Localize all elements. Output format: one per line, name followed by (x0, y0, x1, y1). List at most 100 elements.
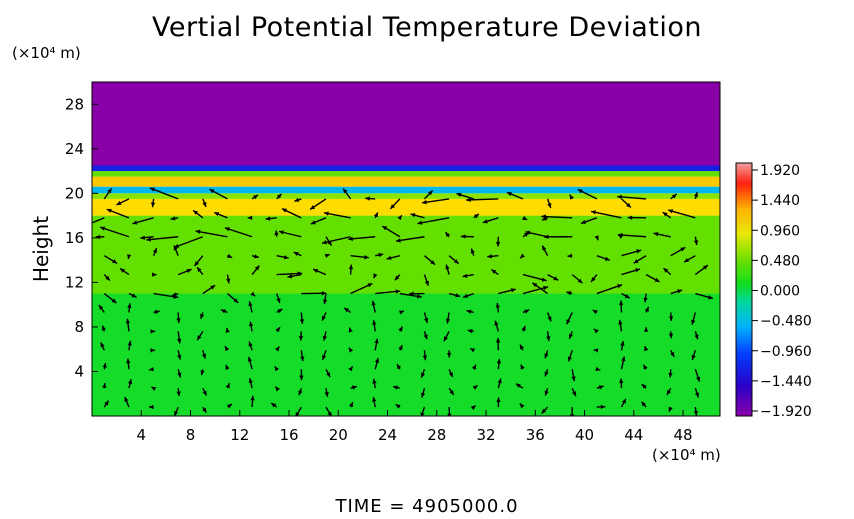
heatmap-band-7 (92, 165, 720, 172)
x-tick-label: 28 (427, 426, 446, 444)
wind-vector-head (322, 299, 328, 305)
wind-vector-head (462, 273, 468, 278)
wind-vector-head (154, 309, 160, 315)
wind-vector-head (600, 404, 606, 410)
wind-vector-head (495, 302, 500, 308)
wind-vector-head (567, 253, 573, 258)
wind-vector-head (233, 298, 239, 303)
wind-vector-head (636, 249, 642, 254)
heatmap-band-3 (92, 193, 720, 199)
wind-vector-head (641, 401, 647, 407)
wind-vector-head (102, 383, 107, 388)
wind-vector-head (617, 232, 623, 238)
wind-vector-head (463, 293, 469, 298)
wind-vector-head (275, 327, 281, 333)
wind-vector-head (176, 318, 181, 324)
wind-vector-head (693, 192, 699, 198)
heatmap-band-6 (92, 171, 720, 177)
heatmap-band-0 (92, 293, 720, 416)
wind-vector-head (202, 407, 207, 413)
wind-vector-head (644, 306, 649, 312)
wind-vector-head (220, 309, 226, 314)
wind-vector-head (287, 274, 293, 279)
wind-vector-head (395, 404, 401, 409)
wind-vector-head (265, 216, 271, 221)
wind-vector-head (466, 197, 471, 203)
wind-vector-head (116, 200, 122, 205)
wind-vector-head (617, 284, 623, 289)
wind-vector-head (496, 397, 501, 403)
wind-vector-head (474, 213, 479, 219)
wind-vector-head (152, 248, 157, 254)
wind-vector-head (299, 319, 305, 324)
wind-vector-head (677, 289, 683, 294)
wind-vector-head (668, 316, 674, 321)
wind-vector-head (390, 204, 396, 209)
wind-vector-head (455, 293, 461, 298)
x-tick-label: 4 (136, 426, 146, 444)
colorbar-tick-label: 1.440 (760, 193, 800, 209)
wind-vector-head (247, 356, 253, 362)
wind-vector-head (107, 188, 112, 194)
wind-vector-head (150, 329, 156, 334)
wind-vector-head (541, 277, 547, 282)
wind-vector-head (174, 243, 180, 248)
wind-vector-head (617, 194, 622, 200)
wind-vector-head (695, 376, 701, 382)
wind-vector-head (80, 224, 85, 228)
colorbar-tick-label: 0.960 (760, 223, 800, 239)
time-label: TIME = 4905000.0 (335, 496, 519, 517)
wind-vector (448, 407, 451, 416)
wind-vector-head (532, 282, 538, 288)
wind-vector-head (119, 268, 125, 273)
chart-title: Vertial Potential Temperature Deviation (152, 12, 702, 43)
wind-vector-head (422, 355, 428, 361)
wind-vector-head (542, 245, 547, 251)
wind-vector-head (506, 192, 512, 197)
wind-vector-head (653, 231, 659, 237)
wind-vector-head (568, 333, 574, 339)
wind-vector (541, 215, 573, 219)
wind-vector-head (275, 346, 280, 352)
wind-vector-head (348, 366, 353, 372)
wind-vector-head (392, 385, 398, 390)
wind-vector-head (127, 303, 132, 308)
wind-vector-head (300, 356, 305, 362)
colorbar (735, 162, 753, 417)
colorbar-tick-label: −0.960 (760, 344, 812, 360)
wind-vector-head (146, 237, 151, 242)
wind-vector-head (668, 333, 674, 339)
wind-vector-head (348, 327, 353, 333)
wind-vector-head (595, 366, 601, 372)
wind-vector-head (382, 226, 388, 231)
wind-vector-head (224, 346, 230, 352)
wind-vector-head (497, 378, 502, 384)
wind-vector-head (399, 310, 404, 315)
wind-vector-head (694, 392, 700, 398)
wind-vector (195, 230, 228, 238)
wind-vector-head (253, 254, 259, 259)
wind-vector-head (321, 291, 327, 296)
x-axis-unit: (×10⁴ m) (652, 446, 721, 464)
x-tick-label: 44 (624, 426, 643, 444)
wind-vector-head (472, 385, 478, 390)
wind-vector-head (378, 252, 384, 258)
wind-vector-head (569, 194, 574, 200)
wind-vector-head (449, 390, 454, 395)
wind-vector-head (541, 214, 546, 219)
wind-vector-head (225, 383, 230, 389)
wind-vector-head (569, 414, 575, 416)
x-tick-label: 20 (329, 426, 348, 444)
wind-vector (146, 236, 179, 241)
wind-vector-head (635, 268, 641, 273)
wind-vector-head (111, 298, 117, 304)
wind-vector-head (322, 240, 327, 245)
wind-vector-head (247, 215, 253, 221)
wind-vector-head (663, 268, 669, 273)
wind-vector-head (643, 327, 649, 332)
wind-vector (149, 187, 179, 200)
y-tick-label: 20 (65, 184, 84, 202)
x-tick-label: 12 (230, 426, 249, 444)
wind-vector-head (148, 367, 154, 372)
